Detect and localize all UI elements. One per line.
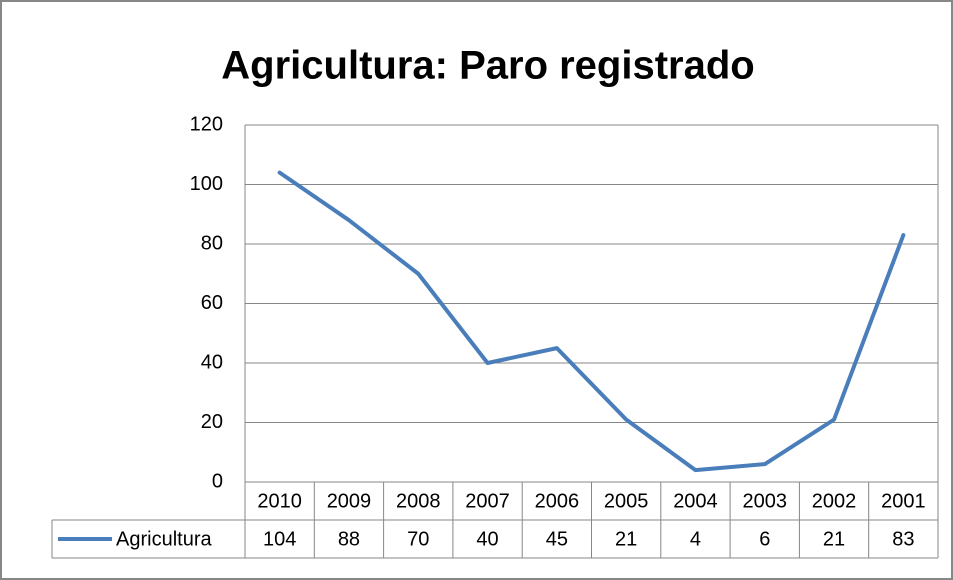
table-value: 6 <box>759 528 770 550</box>
table-value: 40 <box>476 528 498 550</box>
x-tick-label: 2002 <box>812 490 857 512</box>
table-value: 83 <box>892 528 914 550</box>
x-tick-label: 2003 <box>743 490 788 512</box>
y-tick-label: 120 <box>190 113 223 135</box>
table-value: 4 <box>690 528 701 550</box>
y-tick-label: 60 <box>201 292 223 314</box>
x-tick-label: 2008 <box>396 490 441 512</box>
x-tick-label: 2009 <box>327 490 372 512</box>
chart-title: Agricultura: Paro registrado <box>221 44 754 88</box>
y-tick-label: 80 <box>201 232 223 254</box>
x-tick-label: 2007 <box>465 490 510 512</box>
x-tick-label: 2006 <box>535 490 580 512</box>
y-tick-label: 100 <box>190 173 223 195</box>
table-value: 45 <box>546 528 568 550</box>
table-value: 70 <box>407 528 429 550</box>
legend-label: Agricultura <box>116 528 212 550</box>
x-tick-label: 2001 <box>881 490 926 512</box>
x-tick-label: 2010 <box>257 490 302 512</box>
x-tick-label: 2005 <box>604 490 649 512</box>
x-tick-label: 2004 <box>673 490 718 512</box>
y-tick-label: 40 <box>201 351 223 373</box>
y-tick-label: 0 <box>212 470 223 492</box>
line-series <box>277 170 906 473</box>
table-value: 88 <box>338 528 360 550</box>
table-value: 21 <box>823 528 845 550</box>
table-value: 104 <box>263 528 296 550</box>
y-tick-label: 20 <box>201 411 223 433</box>
table-value: 21 <box>615 528 637 550</box>
